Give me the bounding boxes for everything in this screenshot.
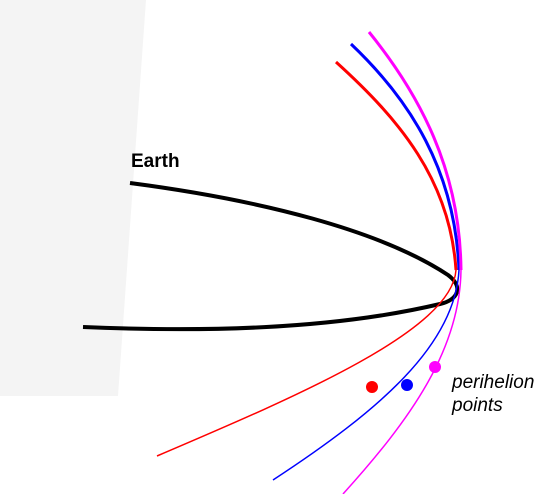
earth-orbit xyxy=(82,181,460,332)
blue-orbit-inner xyxy=(349,42,461,271)
blue-perihelion-point xyxy=(401,379,413,391)
red-perihelion-point xyxy=(366,381,378,393)
magenta-orbit-outer xyxy=(342,269,462,494)
perihelion-label-line2: points xyxy=(452,395,503,416)
magenta-perihelion-point xyxy=(429,361,441,373)
perihelion-label-line1: perihelion xyxy=(452,372,535,393)
earth-label: Earth xyxy=(131,151,180,172)
red-orbit-inner xyxy=(334,60,458,271)
background-panel xyxy=(0,0,146,396)
red-orbit-outer xyxy=(156,269,457,457)
perihelion-points-label: perihelion points xyxy=(452,371,534,417)
magenta-orbit-inner xyxy=(367,31,463,271)
blue-orbit-outer xyxy=(272,269,460,481)
